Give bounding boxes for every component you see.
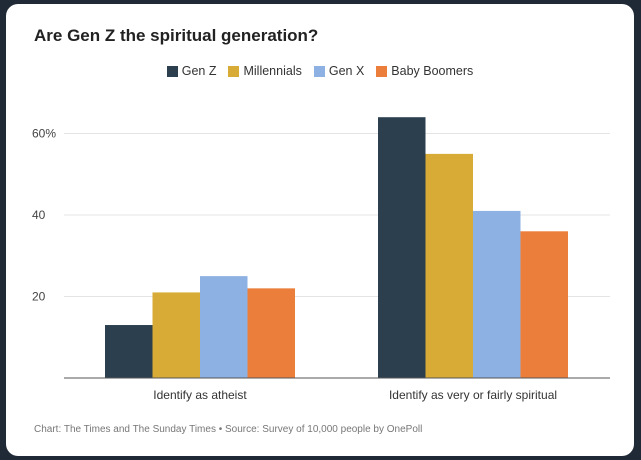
chart-footer: Chart: The Times and The Sunday Times • … bbox=[34, 424, 423, 435]
legend-item-0: Gen Z bbox=[166, 64, 217, 78]
chart-title: Are Gen Z the spiritual generation? bbox=[34, 26, 319, 45]
x-tick-label-1: Identify as very or fairly spiritual bbox=[389, 388, 557, 402]
y-tick-label-2: 60% bbox=[32, 127, 56, 141]
chart-legend: Gen Z Millennials Gen X Baby Boomers bbox=[6, 64, 634, 78]
y-tick-label-1: 40 bbox=[32, 208, 46, 222]
bar-1-0 bbox=[378, 117, 426, 378]
legend-swatch-3 bbox=[376, 65, 388, 77]
legend-item-1: Millennials bbox=[228, 64, 302, 78]
legend-label-1: Millennials bbox=[243, 64, 302, 78]
legend-label-3: Baby Boomers bbox=[391, 64, 474, 78]
legend-swatch-1 bbox=[228, 65, 240, 77]
legend-item-2: Gen X bbox=[313, 64, 365, 78]
bar-1-2 bbox=[473, 210, 521, 378]
bar-0-2 bbox=[200, 276, 248, 378]
bar-1-3 bbox=[520, 231, 568, 378]
x-tick-label-0: Identify as atheist bbox=[153, 388, 247, 402]
bar-1-1 bbox=[425, 153, 473, 378]
legend-item-3: Baby Boomers bbox=[376, 64, 473, 78]
legend-swatch-2 bbox=[313, 65, 325, 77]
bar-0-3 bbox=[247, 288, 295, 378]
y-tick-label-0: 20 bbox=[32, 290, 46, 304]
bar-0-0 bbox=[105, 325, 153, 378]
legend-label-0: Gen Z bbox=[181, 64, 217, 78]
legend-swatch-0 bbox=[166, 65, 178, 77]
bar-0-1 bbox=[152, 292, 200, 378]
bar-chart: 20 40 60% Identify as atheist Identify as ve… bbox=[32, 117, 610, 402]
chart-card: Are Gen Z the spiritual generation? Gen … bbox=[6, 4, 634, 456]
legend-label-2: Gen X bbox=[328, 64, 365, 78]
